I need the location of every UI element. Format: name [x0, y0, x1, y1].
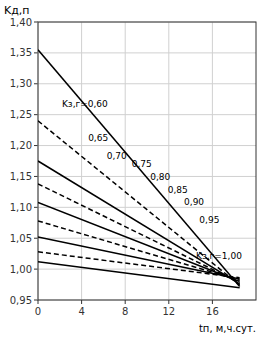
- tick-label: 1,40: [10, 17, 32, 28]
- tick-label: 16: [206, 306, 219, 317]
- line: [38, 262, 240, 288]
- tick-label: 1,25: [10, 109, 32, 120]
- tick: [34, 238, 38, 239]
- line: [38, 184, 240, 283]
- x-axis-label: tп, м,ч.сут.: [199, 323, 256, 334]
- tick-label: 12: [162, 306, 175, 317]
- tick-label: 1,15: [10, 171, 32, 182]
- tick: [34, 145, 38, 146]
- tick-label: 8: [122, 306, 128, 317]
- annotation: 0,80: [150, 172, 170, 182]
- tick: [81, 300, 82, 304]
- tick: [34, 52, 38, 53]
- grid-line: [38, 207, 256, 208]
- annotation: 0,70: [107, 151, 127, 161]
- grid-line: [168, 22, 169, 300]
- tick: [34, 114, 38, 115]
- y-axis-label: Kд,п: [4, 4, 30, 17]
- annotation: 0,65: [88, 133, 108, 143]
- grid-line: [38, 145, 256, 146]
- tick-label: 1,35: [10, 47, 32, 58]
- tick-label: 1,10: [10, 202, 32, 213]
- annotation: 0,95: [199, 215, 219, 225]
- grid-line: [38, 83, 256, 84]
- annotation: 0,90: [184, 197, 204, 207]
- tick: [34, 83, 38, 84]
- tick: [212, 300, 213, 304]
- line: [38, 202, 240, 281]
- grid-line: [38, 114, 256, 115]
- grid-line: [81, 22, 82, 300]
- tick: [34, 300, 38, 301]
- grid-line: [38, 52, 256, 53]
- tick-label: 1,20: [10, 140, 32, 151]
- tick-label: 4: [78, 306, 84, 317]
- tick-label: 1,30: [10, 78, 32, 89]
- tick-label: 0,95: [10, 295, 32, 306]
- tick: [34, 207, 38, 208]
- tick: [125, 300, 126, 304]
- annotation: Kз,г=0,60: [62, 99, 108, 109]
- tick: [168, 300, 169, 304]
- tick: [34, 176, 38, 177]
- tick-label: 0: [35, 306, 41, 317]
- plot-frame: [38, 22, 256, 300]
- tick: [34, 269, 38, 270]
- annotation: Kз,г=1,00: [196, 251, 242, 261]
- tick: [38, 300, 39, 304]
- chart: 0,95 1,00 1,05 1,10 1,15 1,20 1,25 1,30 1,35 1,40…: [0, 0, 264, 344]
- annotation: 0,75: [132, 159, 152, 169]
- tick-label: 1,00: [10, 264, 32, 275]
- tick: [34, 22, 38, 23]
- grid-line: [38, 269, 256, 270]
- tick-label: 1,05: [10, 233, 32, 244]
- annotation: 0,85: [168, 185, 188, 195]
